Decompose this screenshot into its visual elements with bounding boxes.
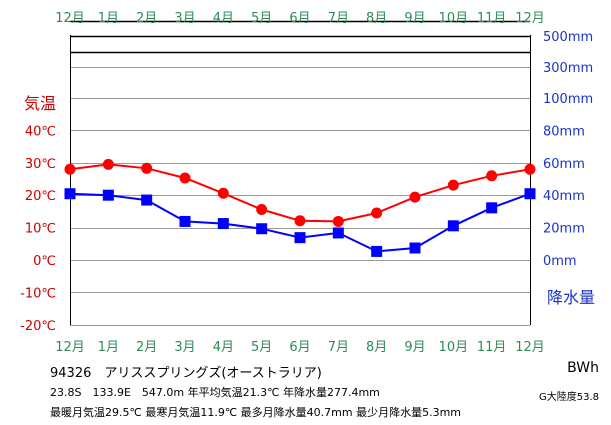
precipitation-tick-label: 20mm: [543, 222, 585, 237]
month-label-bottom: 8月: [366, 340, 387, 355]
temperature-axis-title: 気温: [24, 94, 56, 113]
month-label-top: 9月: [404, 11, 425, 26]
month-label-bottom: 1月: [98, 340, 119, 355]
month-label-bottom: 12月: [515, 340, 545, 355]
temperature-tick-label: 20℃: [25, 189, 56, 204]
temperature-point: [256, 203, 268, 215]
precipitation-point: [179, 215, 191, 227]
temperature-point: [486, 170, 498, 182]
month-label-top: 3月: [174, 11, 195, 26]
precipitation-tick-label: 40mm: [543, 189, 585, 204]
month-label-bottom: 11月: [477, 340, 507, 355]
month-label-top: 2月: [136, 11, 157, 26]
precipitation-tick-label: 0mm: [543, 254, 577, 269]
month-label-top: 10月: [439, 11, 469, 26]
month-label-bottom: 2月: [136, 340, 157, 355]
temperature-tick-label: 40℃: [25, 124, 56, 139]
month-label-bottom: 7月: [328, 340, 349, 355]
precipitation-tick-label: 300mm: [543, 61, 593, 76]
precipitation-tick-label: 500mm: [543, 30, 593, 45]
temperature-point: [524, 163, 536, 175]
temperature-point: [141, 162, 153, 174]
month-labels-top: 12月 1月 2月 3月 4月 5月 6月 7月 8月 9月 10月 11月 12月: [55, 11, 545, 26]
month-label-top: 8月: [366, 11, 387, 26]
month-label-bottom: 10月: [439, 340, 469, 355]
month-label-top: 4月: [213, 11, 234, 26]
precipitation-point: [256, 223, 268, 235]
station-name: 94326 アリススプリングズ(オーストラリア): [50, 366, 322, 381]
month-label-top: 5月: [251, 11, 272, 26]
month-label-top: 12月: [515, 11, 545, 26]
month-label-bottom: 12月: [55, 340, 85, 355]
precipitation-point: [332, 227, 344, 239]
temperature-point: [102, 158, 114, 170]
precipitation-point: [102, 189, 114, 201]
koppen-class: BWh: [567, 360, 599, 376]
precipitation-point: [486, 202, 498, 214]
month-label-top: 7月: [328, 11, 349, 26]
month-label-bottom: 5月: [251, 340, 272, 355]
temperature-line: [69, 163, 531, 223]
precipitation-point: [294, 232, 306, 244]
month-label-bottom: 3月: [174, 340, 195, 355]
temperature-tick-label: -10℃: [20, 286, 56, 301]
temperature-point: [64, 163, 76, 175]
precipitation-point: [64, 188, 76, 200]
temperature-point: [371, 207, 383, 219]
precipitation-tick-label: 100mm: [543, 92, 593, 107]
temperature-point: [217, 187, 229, 199]
month-label-top: 1月: [98, 11, 119, 26]
temperature-tick-label: 30℃: [25, 157, 56, 172]
month-label-bottom: 6月: [289, 340, 310, 355]
month-label-bottom: 9月: [404, 340, 425, 355]
precipitation-point: [217, 218, 229, 230]
precipitation-tick-label: 60mm: [543, 157, 585, 172]
month-label-top: 6月: [289, 11, 310, 26]
precipitation-point: [409, 242, 421, 254]
temperature-tick-label: 0℃: [33, 254, 56, 269]
month-labels-bottom: 12月 1月 2月 3月 4月 5月 6月 7月 8月 9月 10月 11月 12月: [55, 340, 545, 355]
temperature-tick-label: -20℃: [20, 319, 56, 334]
temperature-point: [332, 215, 344, 227]
temperature-tick-label: 10℃: [25, 222, 56, 237]
temperature-point: [409, 191, 421, 203]
temperature-point: [447, 179, 459, 191]
precipitation-tick-label: 80mm: [543, 124, 585, 139]
month-label-top: 12月: [55, 11, 85, 26]
precipitation-point: [371, 245, 383, 257]
station-coords: 23.8S 133.9E 547.0m 年平均気温21.3℃ 年降水量277.4…: [50, 386, 380, 399]
precipitation-point: [524, 188, 536, 200]
temperature-point: [294, 215, 306, 227]
series: [64, 158, 536, 257]
station-extremes: 最暖月気温29.5℃ 最寒月気温11.9℃ 最多月降水量40.7mm 最少月降水…: [50, 406, 462, 419]
continentality-index: G大陸度53.8: [538, 392, 599, 403]
month-label-bottom: 4月: [213, 340, 234, 355]
precipitation-axis: 500mm 300mm 100mm 80mm 60mm 40mm 20mm 0mm: [543, 30, 593, 269]
precipitation-axis-title: 降水量: [547, 288, 595, 307]
month-label-top: 11月: [477, 11, 507, 26]
temperature-point: [179, 172, 191, 184]
temperature-axis: 40℃ 30℃ 20℃ 10℃ 0℃ -10℃ -20℃: [20, 124, 56, 333]
precipitation-point: [447, 220, 459, 232]
grid: [70, 20, 531, 326]
precipitation-point: [141, 194, 153, 206]
